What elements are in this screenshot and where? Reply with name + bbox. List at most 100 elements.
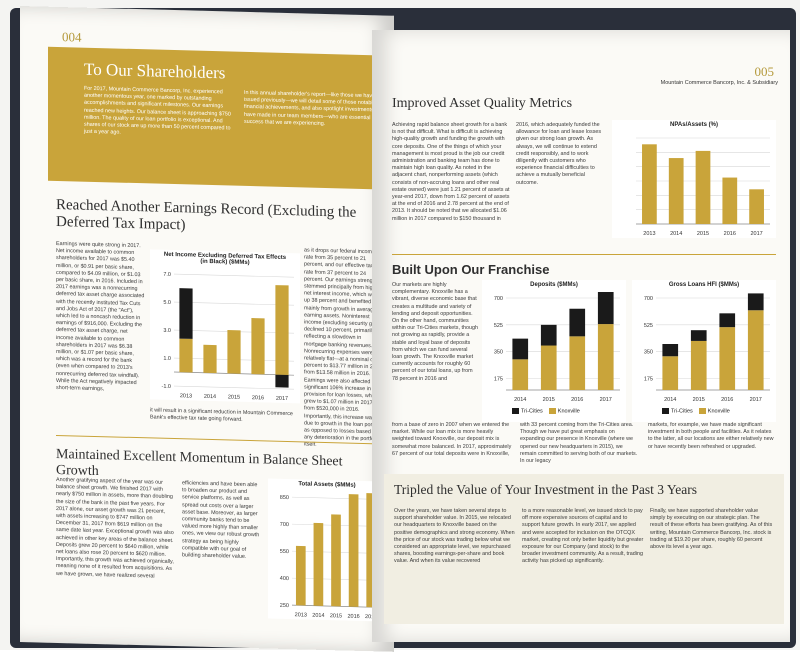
bar bbox=[203, 344, 217, 374]
bar bbox=[749, 189, 764, 224]
shareholders-col2: In this annual shareholder's report—like… bbox=[244, 89, 386, 127]
y-tick-label: 700 bbox=[280, 522, 289, 528]
chart-title: Total Assets ($MMs) bbox=[298, 481, 356, 489]
tripled-section bbox=[384, 474, 784, 624]
x-tick-label: 2015 bbox=[543, 397, 555, 403]
tripled-col3: Finally, we have supported shareholder v… bbox=[650, 508, 773, 551]
deposits-svg: 175 350 525 700 2014 2015 2016 2017 bbox=[494, 292, 620, 403]
earnings-col1: Earnings were quite strong in 2017. Net … bbox=[56, 240, 145, 393]
asset-quality-col2: 2016, which adequately funded the allowa… bbox=[516, 122, 602, 186]
shareholders-col1: For 2017, Mountain Commerce Bancorp, Inc… bbox=[84, 85, 231, 136]
bar bbox=[722, 177, 738, 224]
y-tick-label: 1.0 bbox=[163, 356, 171, 362]
y-tick-label: 350 bbox=[644, 350, 653, 356]
chart-title: NPAs/Assets (%) bbox=[670, 122, 718, 128]
legend-tri-cities: Tri-Cities bbox=[512, 408, 543, 414]
chart-title: Net Income Excluding Deferred Tax Effect… bbox=[163, 251, 287, 267]
left-page: 004 To Our Shareholders For 2017, Mounta… bbox=[20, 6, 394, 652]
page-number-left: 004 bbox=[62, 29, 82, 45]
tripled-heading: Tripled the Value of Your Investment in … bbox=[394, 482, 697, 497]
x-tick-label: 2016 bbox=[252, 395, 264, 401]
npa-chart: NPAs/Assets (%) 2013 2014 2015 2016 2017 bbox=[612, 120, 776, 238]
shareholders-banner: To Our Shareholders For 2017, Mountain C… bbox=[48, 46, 394, 190]
momentum-col2: efficiencies and have been able to broad… bbox=[182, 480, 260, 560]
shareholders-title: To Our Shareholders bbox=[84, 59, 226, 83]
tripled-col2: to a more reasonable level, we issued st… bbox=[522, 508, 644, 565]
x-tick-label: 2013 bbox=[295, 612, 307, 618]
bar bbox=[275, 374, 289, 388]
y-tick-label: 550 bbox=[280, 549, 289, 555]
bar bbox=[695, 150, 711, 224]
bar bbox=[597, 324, 614, 390]
net-income-chart: Net Income Excluding Deferred Tax Effect… bbox=[150, 249, 300, 404]
loans-legend: Tri-Cities Knoxville bbox=[662, 408, 730, 414]
y-tick-label: 700 bbox=[494, 296, 503, 302]
bar bbox=[348, 494, 359, 607]
bar bbox=[512, 338, 529, 360]
y-tick-label: 850 bbox=[280, 495, 289, 501]
bar bbox=[719, 313, 736, 328]
bar bbox=[662, 344, 679, 357]
bar bbox=[597, 292, 614, 325]
bar bbox=[251, 318, 265, 375]
grid-line bbox=[174, 385, 294, 390]
bar bbox=[179, 338, 193, 373]
asset-quality-col1: Achieving rapid balance sheet growth for… bbox=[392, 122, 510, 222]
chart-title: Deposits ($MMs) bbox=[530, 282, 578, 288]
tripled-col1: Over the years, we have taken several st… bbox=[394, 508, 515, 565]
x-tick-label: 2017 bbox=[750, 397, 762, 403]
grid-line bbox=[174, 273, 294, 278]
x-tick-label: 2017 bbox=[276, 396, 288, 402]
y-tick-label: 700 bbox=[644, 296, 653, 302]
x-tick-label: 2016 bbox=[724, 231, 736, 237]
deposits-legend: Tri-Cities Knoxville bbox=[512, 408, 580, 414]
total-assets-chart: Total Assets ($MMs) 250 400 550 700 850 2013 2… bbox=[268, 478, 386, 622]
bar bbox=[331, 514, 341, 607]
y-tick-label: 525 bbox=[494, 323, 503, 329]
franchise-heading: Built Upon Our Franchise bbox=[392, 262, 550, 277]
section-divider bbox=[392, 254, 776, 255]
x-tick-label: 2014 bbox=[312, 613, 324, 619]
asset-quality-heading: Improved Asset Quality Metrics bbox=[392, 96, 573, 111]
x-tick-label: 2017 bbox=[365, 614, 377, 620]
y-tick-label: 250 bbox=[280, 603, 289, 609]
earnings-heading: Reached Another Earnings Record (Excludi… bbox=[56, 196, 357, 234]
y-tick-label: 350 bbox=[494, 350, 503, 356]
total-assets-svg: 250 400 550 700 850 2013 2014 2015 2016 2017 bbox=[280, 490, 380, 620]
x-tick-label: 2015 bbox=[330, 613, 342, 619]
x-tick-label: 2013 bbox=[643, 231, 655, 237]
grid-line bbox=[292, 496, 380, 500]
x-tick-label: 2014 bbox=[670, 231, 682, 237]
legend-knoxville: Knoxville bbox=[548, 408, 580, 414]
y-tick-label: 175 bbox=[494, 377, 503, 383]
bar bbox=[295, 545, 306, 606]
y-tick-label: 525 bbox=[644, 323, 653, 329]
bar bbox=[313, 522, 324, 606]
bar bbox=[662, 356, 679, 390]
bar bbox=[642, 144, 657, 224]
x-tick-label: 2015 bbox=[697, 231, 709, 237]
loans-svg: 175 350 525 700 2014 2015 2016 2017 bbox=[644, 293, 770, 403]
bar bbox=[275, 285, 289, 376]
bar bbox=[747, 310, 764, 390]
loans-chart: Gross Loans HFI ($MMs) 175 350 525 700 2014 2… bbox=[632, 280, 776, 422]
bar bbox=[540, 324, 557, 346]
franchise-bottom3: markets, for example, we have made signi… bbox=[648, 422, 774, 450]
y-tick-label: 400 bbox=[280, 576, 289, 582]
legend-tri-cities: Tri-Cities bbox=[662, 408, 693, 414]
y-tick-label: 5.0 bbox=[163, 300, 171, 306]
chart-title: Gross Loans HFI ($MMs) bbox=[668, 282, 740, 288]
franchise-bottom2: with 33 percent coming from the Tri-Citi… bbox=[520, 422, 638, 465]
bar bbox=[569, 336, 586, 390]
deposits-chart: Deposits ($MMs) 175 350 525 700 2014 2015 2016… bbox=[482, 280, 626, 422]
franchise-col1: Our markets are highly complementary. Kn… bbox=[392, 282, 478, 382]
y-tick-label: 7.0 bbox=[163, 272, 171, 278]
momentum-col1: Another gratifying aspect of the year wa… bbox=[56, 476, 174, 580]
page-number-right: 005 bbox=[754, 64, 775, 79]
bar bbox=[719, 327, 736, 390]
company-name: Mountain Commerce Bancorp, Inc. & Subsid… bbox=[660, 80, 778, 86]
bar bbox=[227, 330, 241, 374]
franchise-bottom1: from a base of zero in 2007 when we ente… bbox=[392, 422, 512, 457]
x-tick-label: 2017 bbox=[750, 231, 762, 237]
